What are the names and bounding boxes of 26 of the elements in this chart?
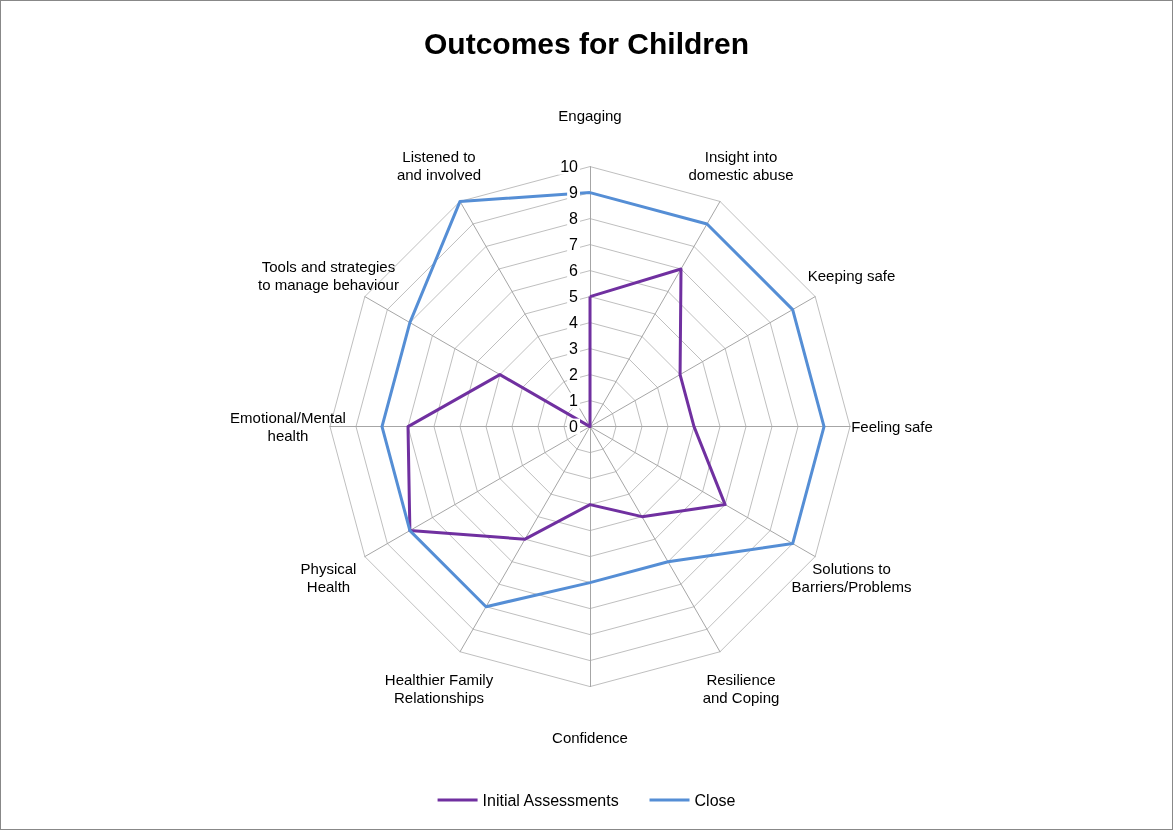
y-tick-label: 2 [569, 366, 579, 384]
spoke-label: Healthier Family Relationships [384, 670, 494, 706]
spoke-label: Confidence [552, 729, 628, 747]
legend-label: Initial Assessments [482, 791, 619, 809]
spoke-label: Engaging [558, 107, 622, 125]
y-tick-label: 3 [569, 340, 579, 358]
spoke-label: Physical Health [300, 560, 357, 596]
chart-title: Outcomes for Children [423, 26, 750, 60]
y-tick-label: 1 [569, 392, 579, 410]
y-tick-label: 6 [569, 262, 579, 280]
y-tick-label: 5 [569, 288, 579, 306]
legend-label: Close [694, 791, 736, 809]
spoke-label: Tools and strategies to manage behaviour [258, 258, 399, 294]
spoke-label: Solutions to Barriers/Problems [791, 560, 912, 596]
y-tick-label: 4 [569, 314, 579, 332]
spoke-label: Resilience and Coping [702, 670, 780, 706]
spoke-label: Listened to and involved [396, 147, 482, 183]
y-tick-label: 8 [569, 210, 579, 228]
spoke-label: Insight into domestic abuse [688, 147, 794, 183]
y-tick-label: 9 [569, 184, 579, 202]
y-tick-label: 10 [560, 158, 579, 176]
y-tick-label: 7 [569, 236, 579, 254]
spoke-label: Keeping safe [807, 267, 896, 285]
y-tick-label: 0 [569, 418, 579, 436]
spoke-label: Feeling safe [851, 418, 933, 436]
spoke-label: Emotional/Mental health [230, 409, 346, 445]
